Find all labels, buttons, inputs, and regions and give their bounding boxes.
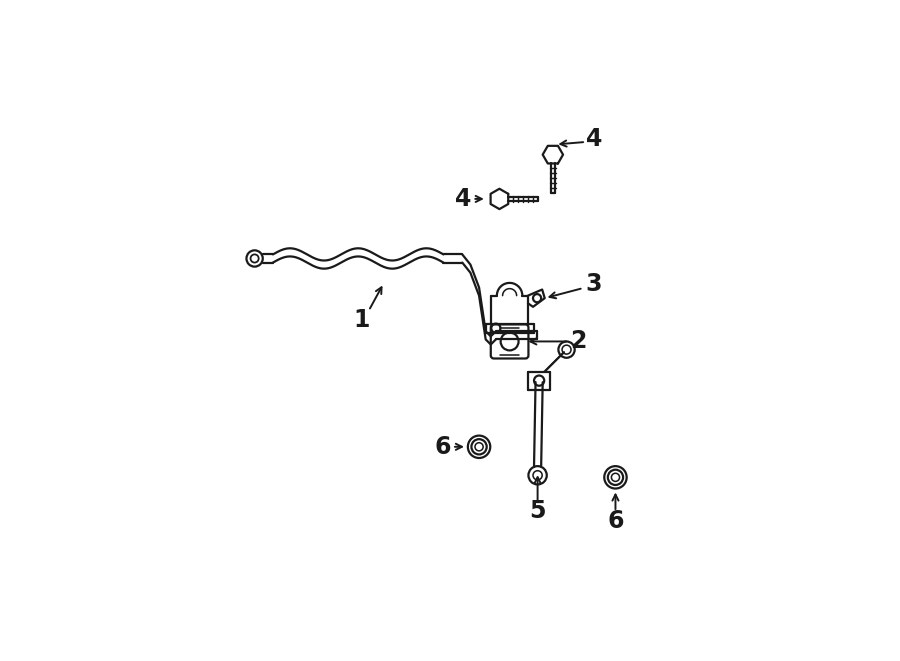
Text: 3: 3 (585, 272, 602, 296)
Text: 4: 4 (454, 187, 471, 211)
Text: 6: 6 (434, 435, 451, 459)
Text: 1: 1 (354, 307, 370, 332)
Text: 5: 5 (529, 499, 545, 523)
Text: 6: 6 (608, 508, 624, 533)
Text: 2: 2 (570, 329, 587, 354)
Text: 4: 4 (587, 128, 603, 151)
